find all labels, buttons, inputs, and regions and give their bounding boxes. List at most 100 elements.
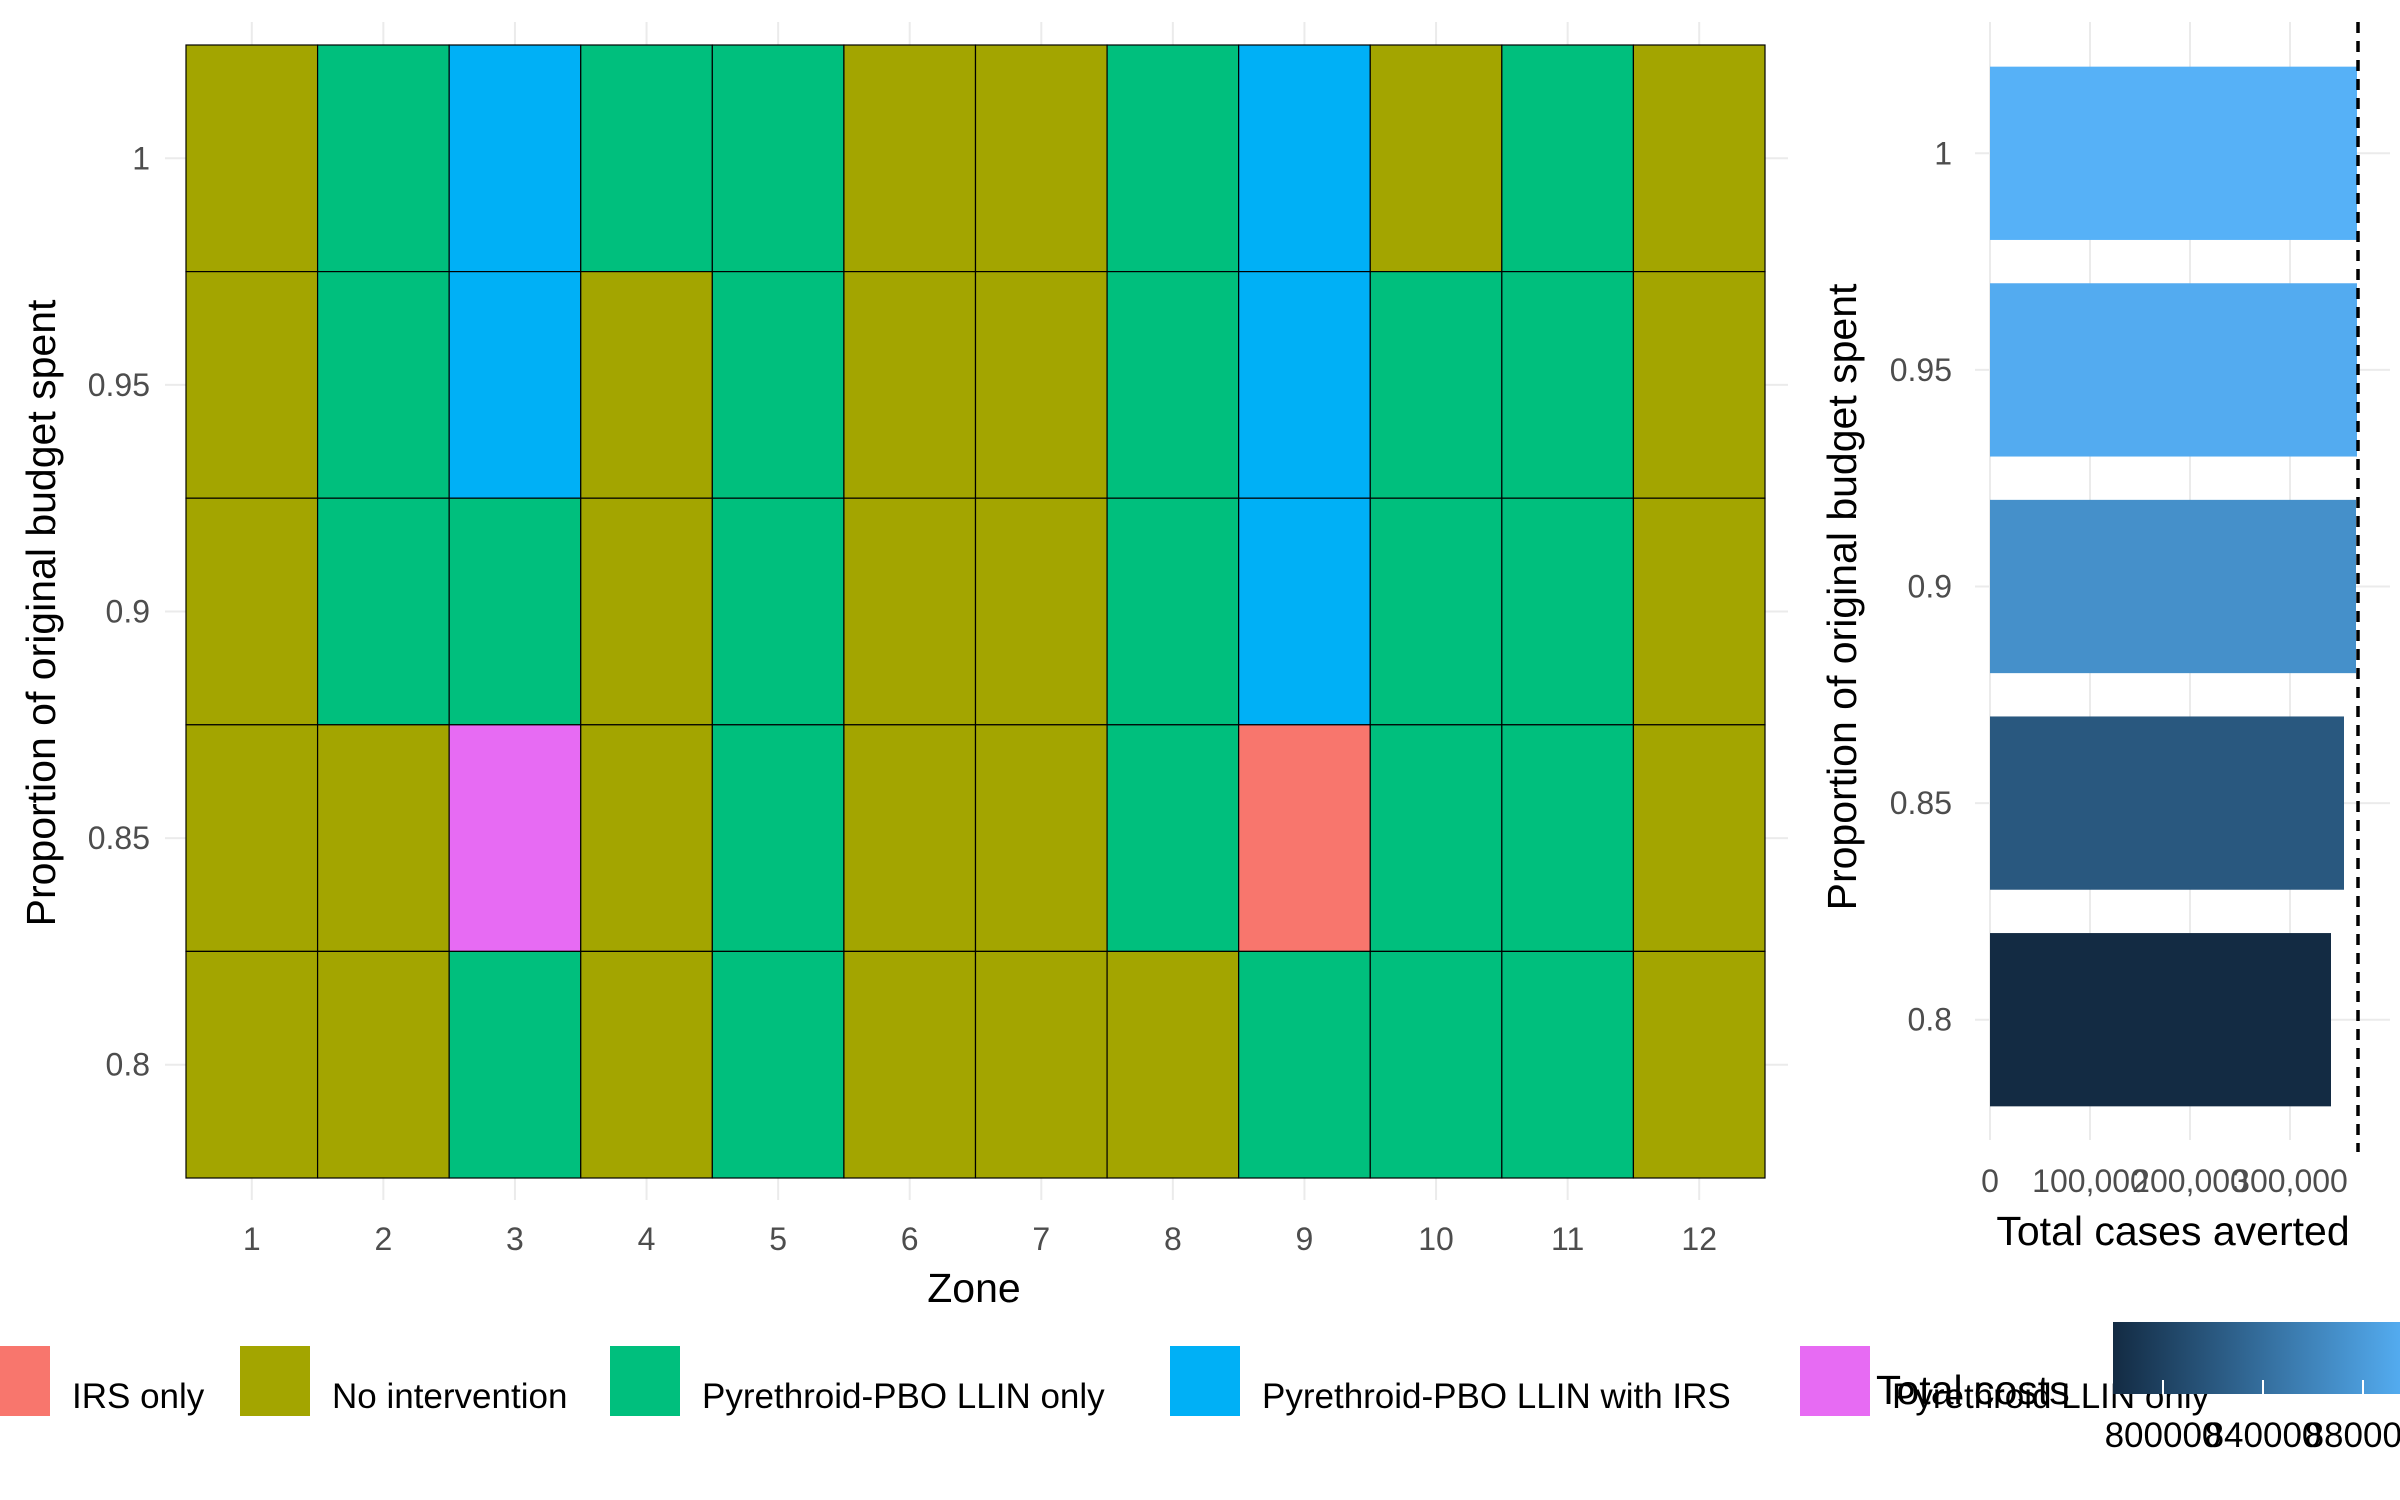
heatmap-cell [580, 44, 713, 273]
heatmap-cell [1238, 950, 1371, 1179]
legend-swatch [0, 1346, 50, 1416]
heatmap-y-tick-label: 1 [132, 140, 150, 176]
heatmap-cell [711, 950, 845, 1179]
heatmap-cell [185, 950, 319, 1179]
heatmap-cell [1106, 724, 1240, 952]
heatmap-cell [1369, 950, 1503, 1179]
heatmap-cell [1369, 271, 1503, 499]
heatmap-cell [1501, 950, 1635, 1179]
heatmap-cell [1238, 497, 1371, 726]
bar [1990, 716, 2344, 890]
heatmap-cell [1632, 271, 1766, 499]
total-costs-legend-title: Total costs [1876, 1367, 2070, 1413]
heatmap-cell [1501, 44, 1635, 273]
bar-y-tick-label: 0.95 [1890, 352, 1952, 388]
heatmap-cell [185, 724, 319, 952]
heatmap-x-tick-label: 12 [1681, 1221, 1717, 1257]
bar [1990, 933, 2331, 1107]
bar-x-axis-title: Total cases averted [1996, 1208, 2349, 1254]
heatmap-cell [843, 950, 977, 1179]
heatmap-cell [1632, 44, 1766, 273]
heatmap-x-tick-label: 3 [506, 1221, 524, 1257]
heatmap-cell [185, 497, 319, 726]
heatmap-cell [316, 724, 450, 952]
heatmap-cell [316, 271, 450, 499]
bar-y-axis-title: Proportion of original budget spent [1819, 283, 1865, 910]
heatmap-cell [1106, 497, 1240, 726]
heatmap-cell [448, 724, 582, 952]
heatmap-x-tick-label: 11 [1551, 1221, 1584, 1257]
heatmap-cell [843, 44, 977, 273]
heatmap-y-axis-title: Proportion of original budget spent [18, 299, 64, 926]
total-costs-legend: 800000840000880000 Total costs [1876, 1322, 2400, 1455]
heatmap-cell [1632, 724, 1766, 952]
heatmap-x-tick-label: 1 [243, 1221, 261, 1257]
bar-series [1990, 66, 2357, 1107]
colorbar-tick-label: 800000 [2105, 1416, 2222, 1455]
bar-y-tick-label: 0.9 [1908, 569, 1952, 605]
heatmap-x-tick-label: 8 [1164, 1221, 1182, 1257]
heatmap-x-tick-label: 6 [901, 1221, 919, 1257]
heatmap-cell [580, 271, 713, 499]
heatmap-y-tick-labels: 1 0.95 0.9 0.85 0.8 [88, 140, 150, 1082]
total-costs-colorbar-ticks: 800000840000880000 [2105, 1380, 2400, 1455]
heatmap-cell [1501, 497, 1635, 726]
heatmap-cell [1238, 271, 1371, 499]
heatmap-cell [185, 44, 319, 273]
heatmap-cell [1369, 724, 1503, 952]
heatmap-cell [974, 497, 1108, 726]
heatmap-y-tick-label: 0.95 [88, 367, 150, 403]
heatmap-cell [1632, 497, 1766, 726]
colorbar-tick-label: 880000 [2305, 1416, 2400, 1455]
heatmap-cell [316, 950, 450, 1179]
heatmap-cell [711, 497, 845, 726]
legend-swatch [1800, 1346, 1870, 1416]
total-costs-colorbar [2113, 1322, 2400, 1394]
heatmap-x-tick-labels: 1 2 3 4 5 6 7 8 9 10 11 12 [243, 1221, 1717, 1257]
heatmap-x-tick-label: 7 [1032, 1221, 1050, 1257]
heatmap-cell [316, 497, 450, 726]
heatmap-cell [843, 271, 977, 499]
heatmap-cell [448, 950, 582, 1179]
heatmap-cell [580, 950, 713, 1179]
heatmap-cell [843, 724, 977, 952]
heatmap-cell [1369, 44, 1503, 273]
heatmap-cell [974, 950, 1108, 1179]
bar [1990, 499, 2356, 674]
bar-y-tick-label: 0.8 [1908, 1002, 1952, 1038]
heatmap-x-tick-label: 5 [769, 1221, 787, 1257]
heatmap-cell [1501, 271, 1635, 499]
heatmap-cell [448, 497, 582, 726]
heatmap-cell [1106, 950, 1240, 1179]
legend-swatch [610, 1346, 680, 1416]
legend-label: IRS only [72, 1377, 205, 1416]
bar-x-tick-label: 300,000 [2232, 1163, 2348, 1199]
heatmap-x-tick-label: 9 [1296, 1221, 1314, 1257]
bar-x-tick-label: 200,000 [2132, 1163, 2248, 1199]
heatmap-cell [580, 497, 713, 726]
heatmap-y-tick-label: 0.8 [106, 1047, 150, 1083]
bar [1990, 283, 2357, 457]
bar [1990, 66, 2357, 240]
colorbar-tick-label: 840000 [2205, 1416, 2322, 1455]
heatmap-cell [185, 271, 319, 499]
legend-label: No intervention [332, 1377, 567, 1416]
heatmap-cell [1632, 950, 1766, 1179]
heatmap-cell [1106, 271, 1240, 499]
heatmap-cell [1238, 44, 1371, 273]
heatmap-cell [711, 271, 845, 499]
heatmap-cell [448, 271, 582, 499]
legend-swatch [1170, 1346, 1240, 1416]
legend-label: Pyrethroid-PBO LLIN only [702, 1377, 1105, 1416]
heatmap-cells [185, 44, 1766, 1179]
heatmap-cell [1238, 724, 1371, 952]
heatmap-cell [974, 44, 1108, 273]
heatmap-x-tick-label: 10 [1418, 1221, 1454, 1257]
heatmap-cell [1369, 497, 1503, 726]
heatmap-cell [711, 44, 845, 273]
intervention-legend: IRS only No intervention Pyrethroid-PBO LL… [0, 1346, 2210, 1416]
heatmap-cell [580, 724, 713, 952]
heatmap-y-tick-label: 0.9 [106, 594, 150, 630]
